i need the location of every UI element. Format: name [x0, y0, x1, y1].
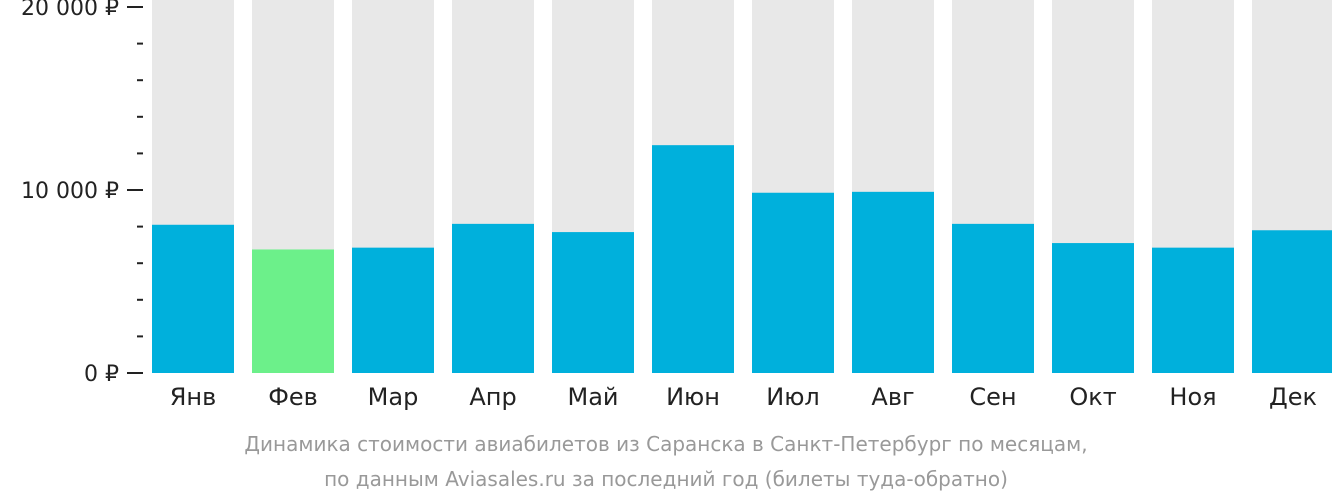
x-tick-label: Янв	[170, 383, 217, 411]
bar-3[interactable]	[452, 223, 534, 373]
chart-caption-line-2: по данным Aviasales.ru за последний год …	[324, 467, 1008, 491]
bar-6[interactable]	[752, 192, 834, 373]
y-tick-label: 0 ₽	[84, 362, 119, 387]
bar-7[interactable]	[852, 191, 934, 373]
bar-4[interactable]	[552, 232, 634, 373]
bar-2[interactable]	[352, 247, 434, 373]
x-tick-label: Мар	[368, 383, 419, 411]
x-tick-label: Июн	[666, 383, 720, 411]
x-tick-label: Сен	[969, 383, 1016, 411]
bar-11[interactable]	[1252, 230, 1332, 373]
x-tick-label: Окт	[1069, 383, 1116, 411]
bar-chart-svg: 0 ₽ 10 000 ₽ 20 000 ₽ Янв Фев Мар Апр Май Июн Ию…	[21, 0, 1332, 411]
x-tick-label: Июл	[766, 383, 820, 411]
bar-0[interactable]	[152, 224, 234, 373]
x-axis-labels: Янв Фев Мар Апр Май Июн Июл Авг Сен Окт Ноя Дек	[170, 383, 1317, 411]
chart-caption-line-1: Динамика стоимости авиабилетов из Саранс…	[244, 432, 1088, 456]
bar-9[interactable]	[1052, 243, 1134, 373]
y-tick-label: 20 000 ₽	[21, 0, 119, 21]
x-tick-label: Май	[567, 383, 618, 411]
x-tick-label: Фев	[268, 383, 318, 411]
bar-8[interactable]	[952, 223, 1034, 373]
x-tick-label: Дек	[1269, 383, 1317, 411]
x-tick-label: Апр	[469, 383, 516, 411]
bar-1[interactable]	[252, 249, 334, 373]
bars	[152, 145, 1332, 373]
bar-10[interactable]	[1152, 247, 1234, 373]
x-tick-label: Ноя	[1169, 383, 1216, 411]
y-axis: 0 ₽ 10 000 ₽ 20 000 ₽	[21, 0, 143, 387]
y-tick-label: 10 000 ₽	[21, 179, 119, 204]
bar-5[interactable]	[652, 145, 734, 373]
x-tick-label: Авг	[871, 383, 914, 411]
